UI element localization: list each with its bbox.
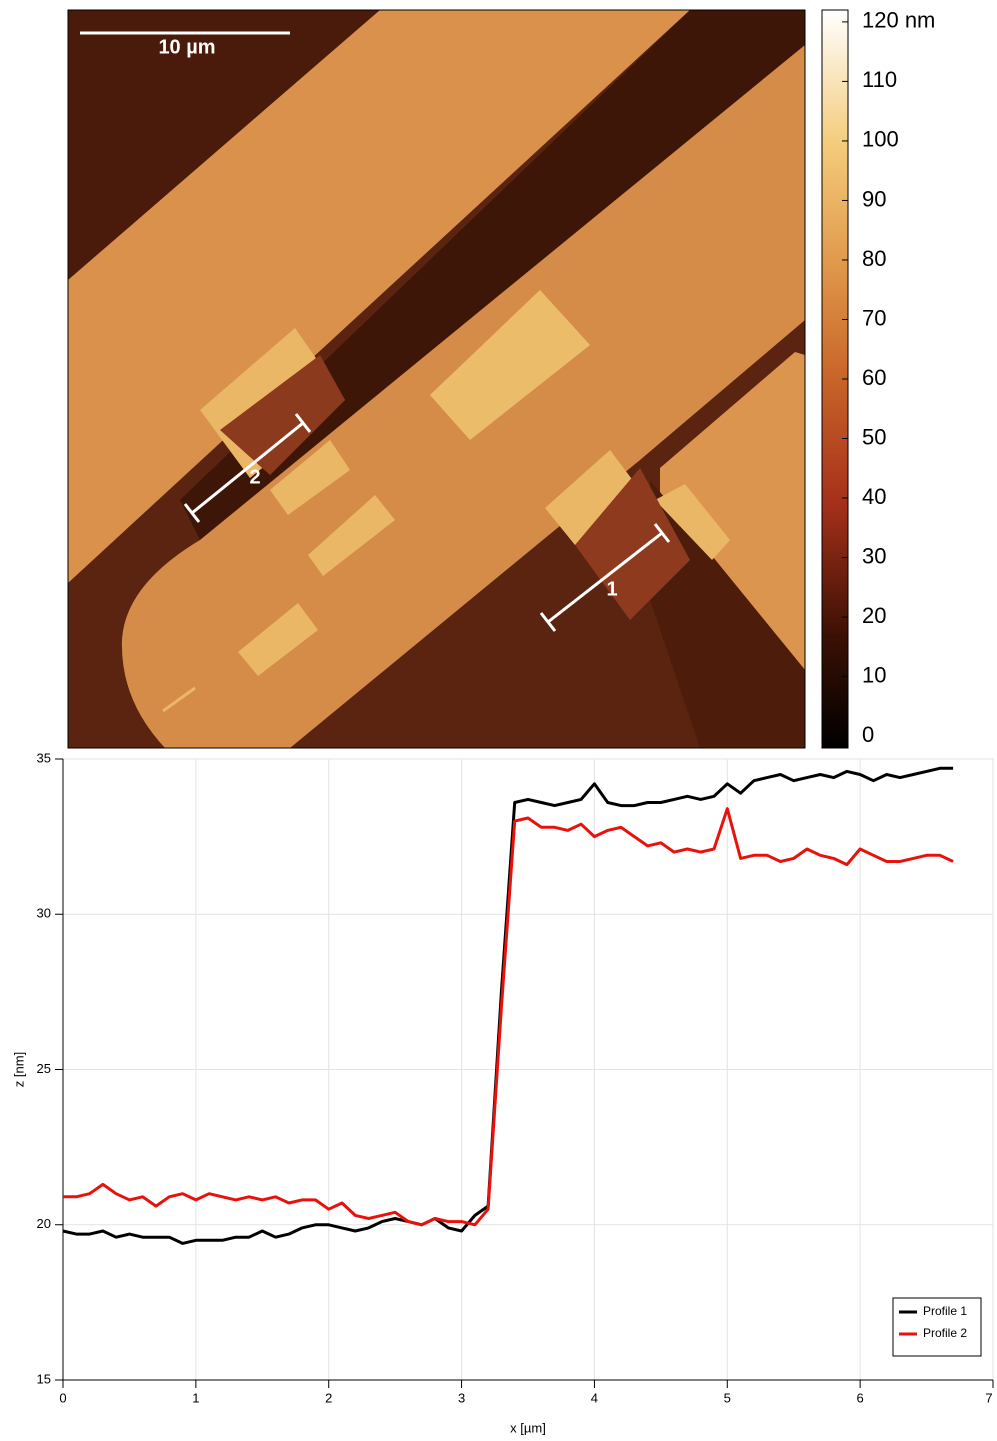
flake — [270, 440, 350, 515]
colorbar-tick-label: 40 — [862, 484, 886, 509]
colorbar-tick-label: 70 — [862, 305, 886, 330]
x-tick-label: 1 — [192, 1390, 199, 1405]
colorbar-tick-label: 110 — [862, 67, 897, 92]
image-frame — [67, 9, 806, 749]
colorbar-tick-label: 90 — [862, 186, 886, 211]
colorbar-tick-label: 30 — [862, 543, 886, 568]
colorbar-tick-label: 0 — [862, 722, 874, 747]
y-tick-label: 25 — [37, 1061, 51, 1076]
y-tick-label: 30 — [37, 906, 51, 921]
x-tick-label: 0 — [59, 1390, 66, 1405]
profile-line — [539, 523, 671, 632]
profile-label: 2 — [249, 466, 260, 488]
electrode-stripe — [660, 352, 805, 670]
x-tick-label: 4 — [591, 1390, 598, 1405]
profile-chart: 15 20 25 30 35 0 1 2 3 4 5 6 7 x [µm] z [nm] Profile 1 P… — [11, 750, 994, 1435]
x-axis-title: x [µm] — [510, 1420, 546, 1435]
y-tick-label: 20 — [37, 1216, 51, 1231]
colorbar-tick-label: 10 — [862, 662, 886, 687]
legend-box — [892, 1297, 982, 1357]
x-tick-label: 7 — [985, 1390, 992, 1405]
flake — [308, 495, 395, 576]
colorbar-tick-label: 120 nm — [862, 8, 935, 33]
profile-line — [183, 413, 312, 523]
x-tick-label: 3 — [458, 1390, 465, 1405]
flake — [162, 686, 196, 713]
y-tick-label: 35 — [37, 750, 51, 765]
flake-overlap — [575, 468, 690, 620]
y-axis-title: z [nm] — [11, 1052, 26, 1087]
y-tick-label: 15 — [37, 1371, 51, 1386]
colorbar-ticks: 0 10 20 30 40 50 60 70 80 90 100 110 120 nm — [842, 8, 935, 747]
scale-bar-label: 10 µm — [158, 36, 215, 58]
flake — [655, 484, 730, 560]
colorbar-tick-label: 60 — [862, 365, 886, 390]
flake — [238, 603, 318, 676]
x-tick-label: 6 — [857, 1390, 864, 1405]
profile-label: 1 — [606, 578, 617, 600]
flake-overlap — [220, 355, 345, 475]
flake — [545, 450, 640, 545]
flake — [430, 290, 590, 440]
colorbar-tick-label: 80 — [862, 246, 886, 271]
x-tick-label: 2 — [325, 1390, 332, 1405]
legend-label: Profile 2 — [923, 1326, 967, 1340]
colorbar-tick-label: 50 — [862, 424, 886, 449]
legend-label: Profile 1 — [923, 1304, 967, 1318]
afm-image: 10 µm 1 2 — [68, 10, 805, 748]
substrate-region — [650, 480, 805, 748]
profile-line — [63, 807, 954, 1227]
colorbar-tick-label: 20 — [862, 603, 886, 628]
x-tick-label: 5 — [724, 1390, 731, 1405]
colorbar-tick-label: 100 — [862, 127, 899, 152]
